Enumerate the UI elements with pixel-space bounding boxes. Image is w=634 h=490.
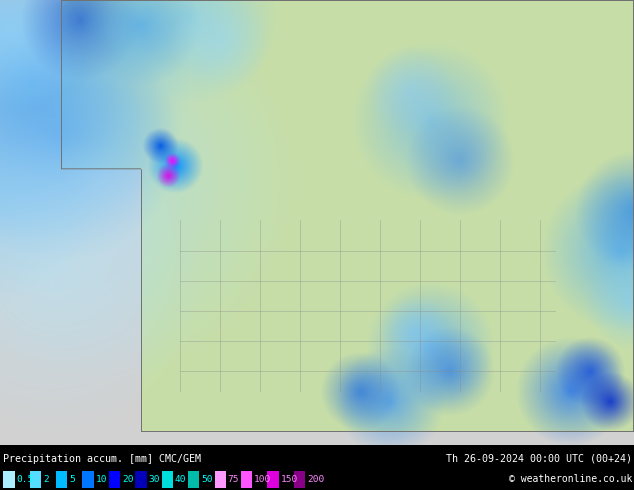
Text: 75: 75 — [228, 475, 239, 484]
Bar — [3, 471, 15, 488]
Text: 5: 5 — [69, 475, 75, 484]
Bar — [82, 471, 94, 488]
Bar — [188, 471, 200, 488]
Text: 2: 2 — [43, 475, 49, 484]
Text: Precipitation accum. [mm] CMC/GEM: Precipitation accum. [mm] CMC/GEM — [3, 454, 201, 464]
Text: 150: 150 — [281, 475, 298, 484]
Text: 200: 200 — [307, 475, 325, 484]
Text: 10: 10 — [96, 475, 107, 484]
Text: Th 26-09-2024 00:00 UTC (00+24): Th 26-09-2024 00:00 UTC (00+24) — [446, 454, 632, 464]
Text: 40: 40 — [175, 475, 186, 484]
Bar — [214, 471, 226, 488]
Text: 30: 30 — [148, 475, 160, 484]
Text: © weatheronline.co.uk: © weatheronline.co.uk — [508, 474, 632, 484]
Bar — [56, 471, 67, 488]
Text: 20: 20 — [122, 475, 134, 484]
Bar — [241, 471, 252, 488]
Bar — [294, 471, 305, 488]
Bar — [109, 471, 120, 488]
Text: 100: 100 — [254, 475, 271, 484]
Text: 50: 50 — [202, 475, 213, 484]
Bar — [135, 471, 146, 488]
Text: 0.5: 0.5 — [16, 475, 34, 484]
Bar — [162, 471, 173, 488]
Bar — [30, 471, 41, 488]
Bar — [268, 471, 279, 488]
